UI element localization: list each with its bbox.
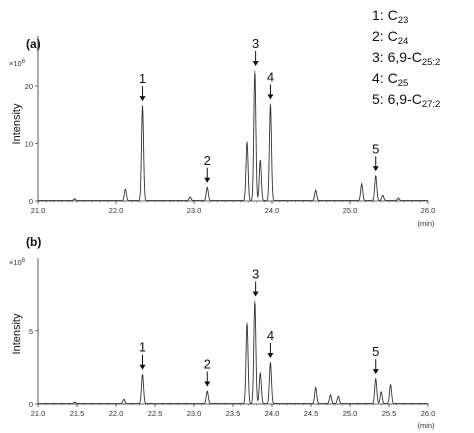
panel-a-peak-apex [206, 187, 208, 189]
panel-b-x-tick-label: 23.0 [187, 409, 202, 418]
panel-b-peak-apex [206, 390, 208, 393]
panel-a-peak-apex [361, 183, 363, 185]
panel-b-x-tick-label: 25.5 [382, 409, 397, 418]
panel-b-x-tick-label: 21.5 [70, 409, 85, 418]
panel-a-arrow-5-head [372, 166, 379, 172]
panel-b-x-tick-label: 26.0 [421, 409, 436, 418]
panel-a-peak-label-3: 3 [252, 36, 259, 51]
panel-a-peak-apex [254, 70, 256, 72]
panel-a-peak-label-4: 4 [267, 69, 274, 84]
panel-a-y-tick-label: 20 [25, 82, 33, 91]
panel-a-peak-apex [141, 105, 144, 107]
panel-b-peak-apex [375, 378, 377, 380]
panel-b-label: (b) [26, 235, 41, 249]
panel-a-x-tick-label: 24.0 [265, 206, 280, 215]
panel-b-peak-label-1: 1 [139, 340, 146, 355]
panel-a-peak-apex [74, 198, 76, 200]
panel-b-arrow-4-head [267, 353, 274, 359]
panel-a-peak-apex [124, 188, 126, 191]
panel-a-y-axis-label: Intensity [11, 103, 23, 144]
panel-b-peak-apex [254, 300, 256, 303]
panel-a-peak-apex [397, 198, 399, 200]
panel-b-arrow-1-head [139, 364, 146, 370]
panel-b-peak-apex [337, 396, 339, 398]
panel-b-peak-label-3: 3 [252, 267, 259, 282]
panel-a-peak-label-2: 2 [204, 153, 211, 168]
panel-a-peak-apex [269, 103, 272, 105]
panel-a-peak-label-1: 1 [139, 71, 146, 86]
legend-item-1: 1: C23 [372, 7, 408, 26]
panel-a-arrow-2-head [204, 177, 211, 183]
panel-b-peak-apex [259, 372, 261, 374]
panel-b-x-tick-label: 22.5 [148, 409, 163, 418]
panel-a-arrow-3-head [252, 61, 259, 67]
panel-b-peak-label-4: 4 [267, 328, 274, 343]
compound-legend: 1: C23 2: C24 3: 6,9-C25:2 4: C25 5: 6,9… [372, 7, 440, 110]
panel-a-peak-apex [382, 195, 384, 197]
panel-b-peak-apex [141, 374, 144, 376]
panel-b-peak-label-5: 5 [372, 344, 379, 359]
panel-b: (b) ×106 Intensity (min) 21.0 21.5 22.0 22.… [9, 235, 435, 430]
panel-a-y-tick-label: 0 [29, 197, 33, 206]
panel-b-x-tick-label: 24.5 [304, 409, 319, 418]
panel-a-arrow-4-head [267, 94, 274, 100]
panel-b-peak-apex [315, 387, 317, 389]
panel-a-x-tick-label: 26.0 [421, 206, 436, 215]
panel-b-peak-apex [329, 394, 332, 396]
panel-a-x-unit: (min) [417, 219, 435, 228]
panel-a-trace-line [38, 72, 428, 201]
panel-a-peak-apex [259, 160, 261, 162]
panel-b-arrow-3-head [252, 291, 259, 297]
panel-a-y-tick-label: 10 [25, 140, 33, 149]
panel-a-peak-apex [189, 196, 191, 199]
panel-b-peak-apex [123, 399, 125, 401]
panel-b-trace-line [38, 302, 428, 405]
panel-b-peak-apex [380, 391, 382, 393]
legend-item-2: 2: C24 [372, 28, 408, 47]
panel-b-x-tick-label: 22.0 [109, 409, 124, 418]
panel-b-arrow-2-head [204, 381, 211, 387]
panel-b-multiplier: ×106 [9, 258, 26, 267]
legend-item-4: 4: C25 [372, 70, 408, 89]
panel-b-y-axis-label: Intensity [11, 313, 23, 354]
panel-a-arrow-1-head [139, 96, 146, 102]
legend-item-5: 5: 6,9-C27:2 [372, 91, 440, 110]
panel-a-x-tick-label: 25.0 [343, 206, 358, 215]
panel-a-x-tick-label: 21.0 [31, 206, 46, 215]
panel-a-peak-apex [246, 141, 248, 143]
panel-a-peak-apex [375, 175, 377, 177]
panel-a-x-tick-label: 23.0 [187, 206, 202, 215]
panel-b-arrow-5-head [372, 369, 379, 375]
panel-a-label: (a) [26, 37, 41, 51]
panel-b-peak-apex [389, 384, 392, 386]
panel-b-x-tick-label: 24.0 [265, 409, 280, 418]
panel-a-multiplier: ×106 [9, 59, 26, 68]
panel-b-peak-label-2: 2 [204, 357, 211, 372]
panel-a-peak-label-5: 5 [372, 141, 379, 156]
panel-b-x-tick-label: 25.0 [343, 409, 358, 418]
panel-b-peak-apex [246, 322, 248, 325]
panel-a-x-tick-label: 22.0 [109, 206, 124, 215]
legend-item-3: 3: 6,9-C25:2 [372, 49, 440, 68]
panel-b-x-tick-label: 21.0 [31, 409, 46, 418]
panel-a-peak-apex [315, 190, 317, 192]
panel-b-x-unit: (min) [417, 421, 435, 430]
panel-b-peak-apex [269, 362, 272, 364]
panel-b-x-tick-label: 23.5 [226, 409, 241, 418]
panel-a: (a) ×106 Intensity (min) 21.0 22.0 23.0 24.… [9, 36, 435, 228]
panel-b-peak-apex [74, 401, 76, 404]
panel-b-y-tick-label: 0 [29, 400, 33, 409]
panel-b-y-tick-label: 5 [29, 327, 33, 336]
